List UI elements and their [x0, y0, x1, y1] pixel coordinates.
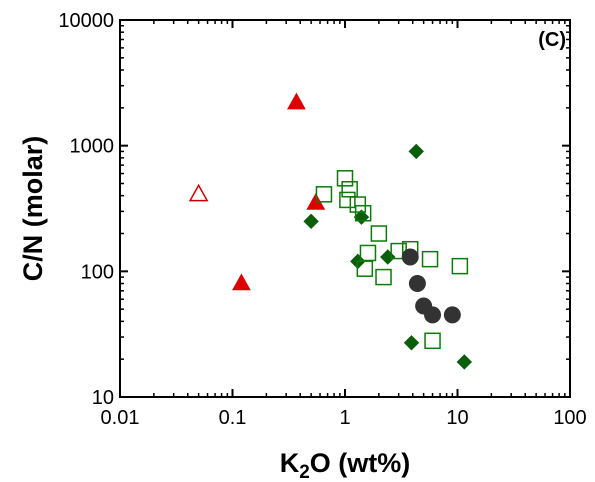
circle-point: [401, 248, 419, 266]
open-square-point: [424, 332, 441, 350]
panel-label: (C): [538, 29, 566, 51]
open-square-point: [421, 250, 439, 268]
axis-ticks: 0.01 0.1 1 10 100 10 100 1000 10000: [58, 10, 586, 429]
circle-point: [424, 306, 442, 324]
y-axis-title: C/N (molar): [18, 136, 48, 282]
filled-triangle-point: [287, 92, 306, 110]
x-axis-title: K2O (wt%): [280, 448, 411, 482]
x-tick-label: 1: [339, 407, 350, 429]
plot-area-frame: [119, 19, 571, 398]
open-square-point: [359, 244, 377, 262]
y-tick-label: 10000: [58, 10, 114, 32]
diamond-point: [303, 213, 319, 230]
open-square-point: [451, 257, 469, 275]
x-axis-title-suffix: O (wt%): [310, 448, 411, 478]
y-tick-label: 10: [92, 387, 114, 409]
open-square-point: [349, 196, 367, 213]
open-square-point: [336, 170, 354, 187]
open-square-point: [356, 260, 374, 277]
y-tick-label: 100: [81, 261, 114, 283]
circle-point: [408, 275, 426, 293]
open-square-point: [339, 191, 356, 209]
diamond-point: [380, 249, 396, 265]
open-triangle-point: [188, 183, 209, 202]
x-tick-label: 0.1: [219, 407, 247, 429]
diamond-point: [408, 143, 424, 160]
x-axis-title-subscript: 2: [299, 462, 310, 482]
open-square-point: [370, 225, 388, 242]
open-square-point: [354, 204, 372, 222]
open-square-point: [375, 268, 392, 286]
x-axis-title-prefix: K: [280, 448, 300, 478]
open-square-point: [315, 186, 333, 203]
y-tick-label: 1000: [70, 136, 115, 158]
diamond-point: [456, 354, 473, 370]
diamond-point: [403, 335, 420, 351]
x-tick-label: 0.01: [101, 407, 140, 429]
circle-point: [443, 306, 461, 324]
axes: [119, 19, 571, 398]
data-points: [188, 92, 473, 370]
x-tick-label: 100: [553, 407, 586, 429]
filled-triangle-point: [232, 273, 251, 291]
x-tick-label: 10: [446, 407, 468, 429]
